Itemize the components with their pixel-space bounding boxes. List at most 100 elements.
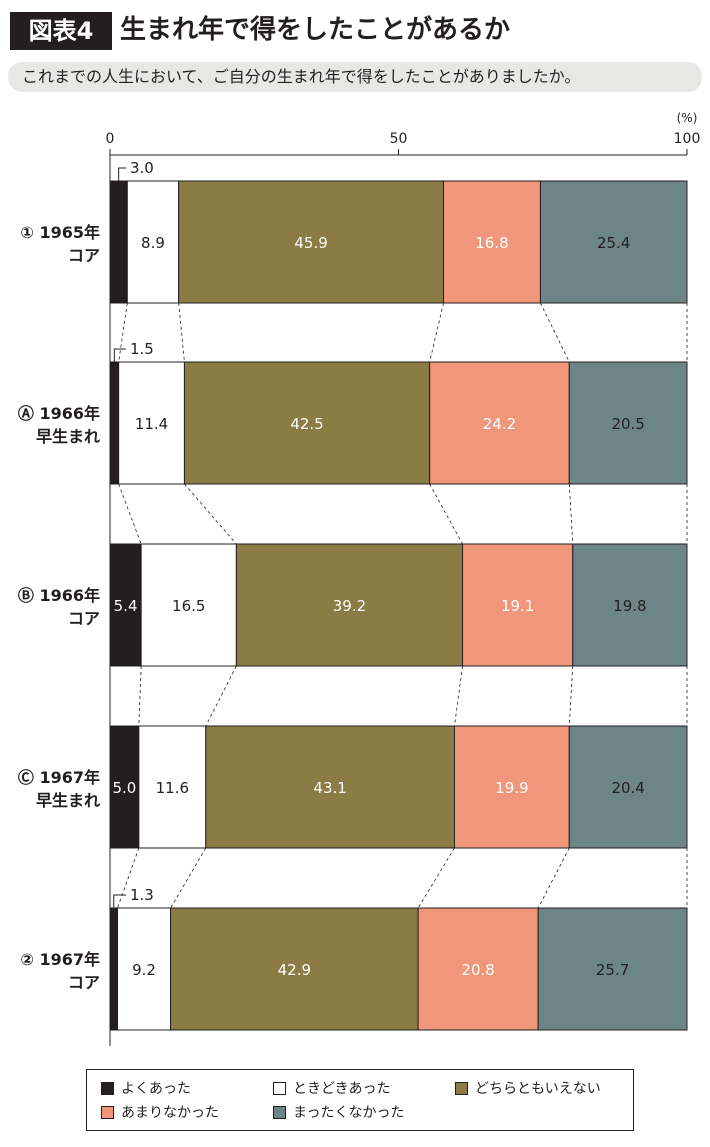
value-label: 3.0	[130, 159, 154, 177]
value-label: 19.1	[501, 597, 534, 615]
bar-segment	[109, 180, 128, 304]
x-tick-label: 100	[674, 131, 701, 147]
legend-label-neither: どちらともいえない	[475, 1081, 601, 1097]
value-label: 20.4	[611, 779, 644, 797]
bar-segment	[109, 361, 120, 485]
figure-number-badge: 図表4	[10, 12, 112, 50]
subtitle-background	[8, 62, 702, 92]
bar-segment	[537, 907, 688, 1031]
connector-line	[184, 483, 237, 545]
chart-header: 図表4 生まれ年で得をしたことがあるか これまでの人生において、ご自分の生まれ年…	[0, 0, 710, 110]
bar-segment	[462, 543, 574, 667]
percent-unit-label: (%)	[677, 111, 698, 125]
bar-segment	[183, 361, 431, 485]
connector-line	[568, 483, 574, 545]
bar-segment	[178, 180, 445, 304]
connector-line	[178, 302, 185, 363]
value-label: 16.8	[475, 234, 508, 252]
bar-segment	[138, 725, 207, 849]
value-label: 1.3	[130, 886, 154, 904]
category-label-year: Ⓒ 1967年	[18, 768, 100, 787]
bar-segment	[205, 725, 455, 849]
legend-item-very-often: よくあった	[101, 1078, 191, 1098]
connector-line	[540, 302, 570, 363]
bar-segment	[235, 543, 464, 667]
connector-line	[117, 847, 140, 909]
bar-segment	[109, 725, 140, 849]
value-label: 16.5	[172, 597, 205, 615]
value-label: 20.8	[461, 961, 494, 979]
value-leader-line	[113, 894, 126, 908]
value-label: 42.9	[278, 961, 311, 979]
legend-label-sometimes: ときどきあった	[293, 1081, 391, 1097]
value-label: 25.4	[597, 234, 630, 252]
bar-segment	[140, 543, 237, 667]
legend-item-never: まったくなかった	[273, 1102, 404, 1122]
legend-swatch-sometimes	[273, 1081, 286, 1095]
value-label: 8.9	[141, 234, 165, 252]
value-label: 25.7	[596, 961, 629, 979]
value-label: 20.5	[611, 415, 644, 433]
value-label: 39.2	[333, 597, 366, 615]
value-label: 45.9	[294, 234, 327, 252]
category-label-group: 早生まれ	[36, 427, 100, 446]
category-label-group: コア	[68, 609, 100, 628]
value-label: 1.5	[130, 340, 154, 358]
value-label: 19.9	[495, 779, 528, 797]
category-label-group: 早生まれ	[36, 791, 100, 810]
connector-line	[429, 483, 463, 545]
bar-segment	[417, 907, 539, 1031]
connector-line	[537, 847, 570, 909]
legend: よくあった ときどきあった どちらともいえない あまりなかった まったくなかった	[86, 1069, 634, 1131]
value-label: 11.6	[156, 779, 189, 797]
legend-label-very-often: よくあった	[121, 1081, 191, 1097]
connector-line	[454, 665, 463, 727]
value-label: 19.8	[613, 597, 646, 615]
value-label: 42.5	[290, 415, 323, 433]
bar-segment	[568, 361, 688, 485]
connector-line	[118, 483, 142, 545]
category-label-year: ① 1965年	[20, 223, 100, 242]
legend-swatch-never	[273, 1105, 286, 1119]
bar-segment	[117, 907, 172, 1031]
bar-segment	[568, 725, 688, 849]
connector-line	[417, 847, 455, 909]
category-label-group: コア	[68, 246, 100, 265]
category-label-year: Ⓑ 1966年	[18, 586, 100, 605]
connector-line	[429, 302, 444, 363]
bar-segment	[572, 543, 688, 667]
bar-segment	[118, 361, 185, 485]
value-label: 24.2	[483, 415, 516, 433]
bar-segment	[170, 907, 419, 1031]
legend-item-sometimes: ときどきあった	[273, 1078, 391, 1098]
connector-line	[568, 665, 574, 727]
value-label: 43.1	[313, 779, 346, 797]
legend-swatch-very-often	[101, 1081, 114, 1095]
legend-item-neither: どちらともいえない	[455, 1078, 601, 1098]
legend-label-never: まったくなかった	[293, 1105, 405, 1121]
legend-item-rarely: あまりなかった	[101, 1102, 219, 1122]
value-label: 9.2	[132, 961, 156, 979]
chart-subtitle: これまでの人生において、ご自分の生まれ年で得をしたことがありましたか。	[22, 67, 581, 86]
bar-segment	[539, 180, 688, 304]
category-label-group: コア	[68, 973, 100, 992]
connector-line	[138, 665, 142, 727]
legend-label-rarely: あまりなかった	[121, 1105, 219, 1121]
value-label: 5.0	[112, 779, 136, 797]
bar-segment	[109, 543, 142, 667]
connector-line	[170, 847, 207, 909]
bar-segment	[453, 725, 570, 849]
category-label-year: Ⓐ 1966年	[18, 404, 100, 423]
chart-title: 生まれ年で得をしたことがあるか	[120, 15, 511, 45]
value-leader-line	[113, 348, 126, 362]
value-label: 5.4	[114, 597, 138, 615]
connector-line	[118, 302, 128, 363]
legend-swatch-neither	[455, 1081, 468, 1095]
category-label-year: ② 1967年	[20, 950, 100, 969]
legend-swatch-rarely	[101, 1105, 114, 1119]
value-label: 11.4	[135, 415, 168, 433]
bar-segment	[429, 361, 570, 485]
bar-segment	[126, 180, 180, 304]
bar-segment	[109, 907, 119, 1031]
